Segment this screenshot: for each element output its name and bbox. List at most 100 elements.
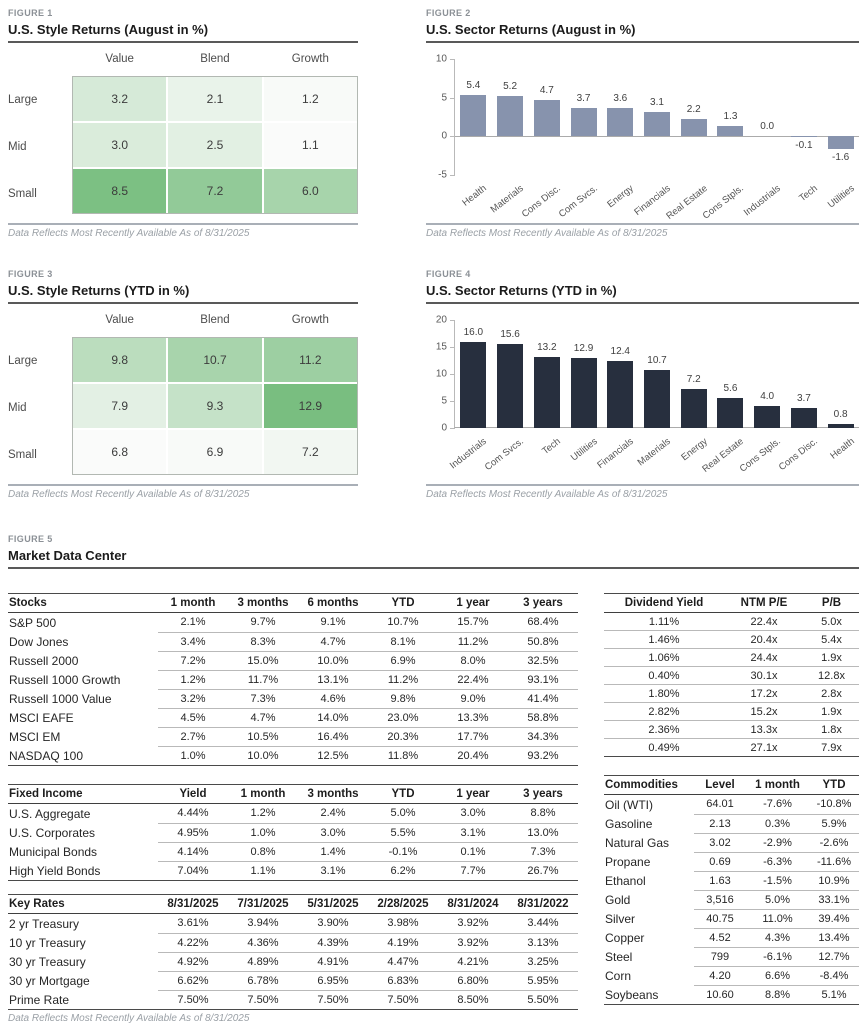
row-label: Gasoline bbox=[605, 816, 653, 831]
table-row: Oil (WTI) 64.01 -7.6% -10.8% bbox=[604, 794, 859, 815]
table-row: High Yield Bonds 7.04% 1.1% 3.1% 6.2% 7.7% 26.… bbox=[8, 861, 578, 881]
bar-value-label: 16.0 bbox=[463, 326, 484, 338]
column-header: Key Rates bbox=[8, 894, 158, 914]
table-row: U.S. Aggregate 4.44% 1.2% 2.4% 5.0% 3.0% 8.8% bbox=[8, 803, 578, 824]
figure-3-label: FIGURE 3 bbox=[8, 269, 53, 279]
table-row: 0.49% 27.1x 7.9x bbox=[604, 738, 859, 757]
figure-2-footnote: Data Reflects Most Recently Available As… bbox=[426, 223, 859, 239]
cell-value: 41.4% bbox=[508, 689, 578, 709]
cell-value: 8.0% bbox=[438, 651, 508, 671]
category-label: Financials bbox=[595, 436, 637, 472]
sector-bar-chart-august: 10 5 0 -5 5.4 5.2 4.7 3.7 3.6 3.1 2.2 1.3 0.0 -0.1 -1.… bbox=[426, 43, 859, 222]
category-label: Utilities bbox=[568, 436, 600, 464]
cell-value: 32.5% bbox=[508, 651, 578, 671]
row-label: 2 yr Treasury bbox=[9, 916, 80, 931]
cell-value: 4.36% bbox=[228, 933, 298, 953]
cell-value: 7.2% bbox=[158, 651, 228, 671]
bar bbox=[680, 389, 707, 428]
category-label: Materials bbox=[635, 436, 673, 469]
y-axis-tick-mark bbox=[450, 347, 455, 348]
cell-value: 15.2x bbox=[724, 702, 804, 721]
row-label: Natural Gas bbox=[605, 835, 670, 850]
cell-value: 5.5% bbox=[368, 823, 438, 843]
cell-value: 1.0% bbox=[228, 823, 298, 843]
spacer bbox=[8, 881, 578, 894]
table-row: Gasoline 2.13 0.3% 5.9% bbox=[604, 814, 859, 834]
cell-value: 15.0% bbox=[228, 651, 298, 671]
y-axis-tick-label: 15 bbox=[435, 341, 447, 353]
cell-value: 3.92% bbox=[438, 933, 508, 953]
cell-value: 8.50% bbox=[438, 990, 508, 1010]
cell-value: 3.98% bbox=[368, 913, 438, 934]
cell-value: 13.3% bbox=[438, 708, 508, 728]
cell-value: 40.75 bbox=[694, 909, 746, 929]
style-cell: 2.5 bbox=[168, 123, 262, 167]
category-label: Health bbox=[460, 183, 490, 209]
bar bbox=[790, 408, 817, 428]
cell-value: 6.80% bbox=[438, 971, 508, 991]
column-header: 1 month bbox=[158, 593, 228, 613]
cell-value: 1.2% bbox=[228, 803, 298, 824]
cell-value: 14.0% bbox=[298, 708, 368, 728]
table-row: Copper 4.52 4.3% 13.4% bbox=[604, 928, 859, 948]
cell-value: 6.95% bbox=[298, 971, 368, 991]
column-header: 8/31/2024 bbox=[438, 894, 508, 914]
table-header: Key Rates 8/31/2025 7/31/2025 5/31/2025 2/28… bbox=[8, 894, 578, 914]
cell-value: 8.8% bbox=[508, 803, 578, 824]
bar-value-label: 3.7 bbox=[576, 92, 591, 104]
cell-value: 5.1% bbox=[809, 985, 859, 1005]
cell-value: 4.5% bbox=[158, 708, 228, 728]
cell-value: 2.13 bbox=[694, 814, 746, 834]
cell-value: 23.0% bbox=[368, 708, 438, 728]
style-cell: 9.3 bbox=[168, 384, 262, 428]
cell-value: -2.9% bbox=[746, 833, 809, 853]
style-cell: 1.2 bbox=[263, 77, 357, 121]
row-label: 30 yr Treasury bbox=[9, 954, 86, 969]
table-row: NASDAQ 100 1.0% 10.0% 12.5% 11.8% 20.4% 93.2% bbox=[8, 746, 578, 766]
table-header-row: Key Rates 8/31/2025 7/31/2025 5/31/2025 2/28… bbox=[8, 894, 578, 914]
bar bbox=[680, 119, 707, 137]
table-body: 2 yr Treasury 3.61% 3.94% 3.90% 3.98% 3.92% 3.… bbox=[8, 913, 578, 1010]
cell-value: 4.95% bbox=[158, 823, 228, 843]
fixed-income-table: Fixed Income Yield 1 month 3 months YTD 1 yea… bbox=[8, 784, 578, 881]
cell-value: 2.7% bbox=[158, 727, 228, 747]
table-row: Ethanol 1.63 -1.5% 10.9% bbox=[604, 871, 859, 891]
figures-grid: FIGURE 1 U.S. Style Returns (August in %… bbox=[8, 8, 859, 500]
bar bbox=[717, 126, 744, 137]
cell-value: 3.0% bbox=[438, 803, 508, 824]
style-cell: 10.7 bbox=[168, 338, 262, 382]
cell-value: 27.1x bbox=[724, 738, 804, 757]
table-row: MSCI EM 2.7% 10.5% 16.4% 20.3% 17.7% 34.3% bbox=[8, 727, 578, 747]
bar-value-label: 12.4 bbox=[610, 346, 630, 358]
cell-value: -7.6% bbox=[746, 794, 809, 815]
y-axis-tick-mark bbox=[450, 97, 455, 99]
row-label: Russell 1000 Value bbox=[9, 691, 112, 706]
style-box-row-labels: Large Mid Small bbox=[8, 53, 72, 217]
cell-value: 8.1% bbox=[368, 632, 438, 652]
table-row: Municipal Bonds 4.14% 0.8% 1.4% -0.1% 0.1% 7.3… bbox=[8, 842, 578, 862]
bar-value-label: 12.9 bbox=[573, 343, 594, 355]
figure-2-title: U.S. Sector Returns (August in %) bbox=[426, 22, 859, 43]
y-axis-tick-mark bbox=[450, 320, 455, 321]
style-cell: 9.8 bbox=[73, 338, 167, 382]
column-header: 3 years bbox=[508, 784, 578, 804]
cell-value: 0.40% bbox=[604, 666, 724, 685]
cell-value: 64.01 bbox=[694, 794, 746, 815]
market-data-right-column: Dividend Yield NTM P/E P/B 1.11% 22.4x 5.0x 1.… bbox=[604, 593, 859, 1024]
y-axis-tick-label: 10 bbox=[435, 368, 447, 380]
cell-value: 12.5% bbox=[298, 746, 368, 766]
cell-value: 13.4% bbox=[809, 928, 859, 948]
cell-value: 3.2% bbox=[158, 689, 228, 709]
figure-4-label: FIGURE 4 bbox=[426, 269, 471, 279]
table-header-row: Dividend Yield NTM P/E P/B bbox=[604, 593, 859, 613]
style-cell: 1.1 bbox=[263, 123, 357, 167]
cell-value: 2.1% bbox=[158, 612, 228, 633]
style-box-row-labels: Large Mid Small bbox=[8, 314, 72, 478]
table-header-row: Stocks 1 month 3 months 6 months YTD 1 year 3 … bbox=[8, 593, 578, 613]
table-body: 1.11% 22.4x 5.0x 1.46% 20.4x 5.4x 1.06% 24.4x 1.… bbox=[604, 612, 859, 757]
cell-value: 3.44% bbox=[508, 913, 578, 934]
cell-value: 13.1% bbox=[298, 670, 368, 690]
cell-value: 93.2% bbox=[508, 746, 578, 766]
cell-value: 10.9% bbox=[809, 871, 859, 891]
bar bbox=[644, 112, 670, 137]
